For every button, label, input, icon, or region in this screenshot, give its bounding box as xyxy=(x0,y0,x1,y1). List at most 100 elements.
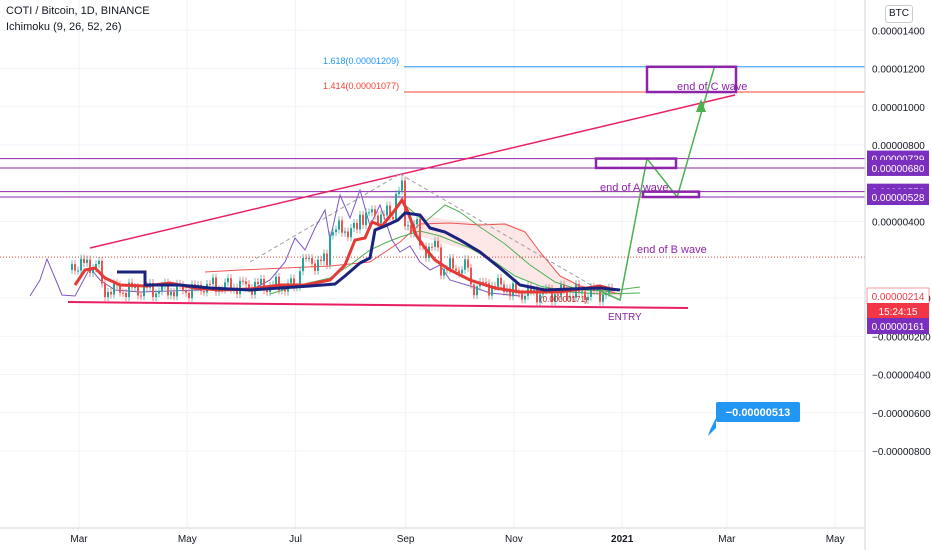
price-badge-label: 0.00000214 xyxy=(872,292,925,303)
candle-body xyxy=(470,267,472,285)
candle-body xyxy=(173,291,175,297)
candle-body xyxy=(74,264,76,271)
candle-body xyxy=(284,288,286,292)
candle-body xyxy=(317,259,319,271)
candle-body xyxy=(599,288,601,302)
candle-body xyxy=(419,219,421,246)
candle-body xyxy=(167,282,169,296)
candle-body xyxy=(107,291,109,298)
time-tick-label: Mar xyxy=(718,534,736,545)
candle-body xyxy=(227,278,229,283)
candle-body xyxy=(113,283,115,295)
candle-body xyxy=(245,281,247,285)
price-tick-label: −0.00000600 xyxy=(872,409,931,420)
candle-body xyxy=(524,295,526,300)
price-tick-label: 0.00000400 xyxy=(872,218,925,229)
candle-body xyxy=(515,283,517,293)
candle-body xyxy=(344,231,346,233)
end-b-label: end of B wave xyxy=(637,244,707,256)
chart-lines xyxy=(0,66,865,309)
indicator-legend[interactable]: Ichimoku (9, 26, 52, 26) xyxy=(6,21,122,33)
candle-body xyxy=(263,278,265,291)
candle-body xyxy=(566,290,568,298)
entry-label: ENTRY xyxy=(608,312,642,323)
candle-body xyxy=(410,225,412,234)
candle-body xyxy=(359,214,361,230)
time-tick-label: 2021 xyxy=(611,534,634,545)
candle-body xyxy=(572,296,574,298)
price-tick-label: −0.00000800 xyxy=(872,447,931,458)
candle-body xyxy=(224,282,226,290)
price-axis[interactable]: 0.000016000.000014000.000012000.00001000… xyxy=(864,0,931,550)
candle-body xyxy=(554,294,556,302)
price-tick-label: −0.00000400 xyxy=(872,371,931,382)
candle-body xyxy=(188,292,190,299)
time-axis[interactable]: Mar May Jul Sep Nov 2021 Mar May xyxy=(0,527,865,545)
candle-body xyxy=(452,258,454,269)
candle-body xyxy=(338,220,340,230)
price-badge xyxy=(867,318,929,334)
candle-body xyxy=(305,258,307,260)
wave-arrowhead xyxy=(696,99,706,112)
time-tick-label: May xyxy=(826,534,845,545)
candle-body xyxy=(242,280,244,282)
candle-body xyxy=(266,290,268,293)
price-tick-label: 0.00001000 xyxy=(872,103,925,114)
candle-body xyxy=(332,232,334,236)
time-tick-label: May xyxy=(178,534,197,545)
candle-body xyxy=(86,259,88,263)
annotations: 1.618(0.00001209) 1.414(0.00001077) end of… xyxy=(323,56,800,436)
candle-body xyxy=(80,258,82,271)
candle-body xyxy=(455,268,457,271)
candle-body xyxy=(539,294,541,303)
fib-1414-label: 1.414(0.00001077) xyxy=(323,81,399,91)
candle-body xyxy=(350,228,352,238)
candle-body xyxy=(584,291,586,301)
candle-body xyxy=(347,231,349,238)
candle-body xyxy=(110,291,112,295)
candle-body xyxy=(209,283,211,285)
candle-body xyxy=(92,268,94,273)
low-price-label: (0.00000171) xyxy=(540,295,588,304)
candle-body xyxy=(536,289,538,303)
candle-body xyxy=(326,253,328,266)
candle-body xyxy=(275,276,277,285)
candle-body xyxy=(329,235,331,266)
price-badge-label: 15:24:15 xyxy=(879,307,918,318)
candle-body xyxy=(353,223,355,229)
candle-body xyxy=(230,278,232,290)
price-badge-label: 0.00000528 xyxy=(872,193,925,204)
candle-body xyxy=(464,259,466,270)
candle-body xyxy=(251,288,253,295)
candle-body xyxy=(377,215,379,224)
candle-body xyxy=(473,284,475,296)
candle-body xyxy=(458,270,460,274)
end-a-box xyxy=(594,157,678,170)
candle-body xyxy=(488,283,490,296)
candle-body xyxy=(140,295,142,297)
chart-title: COTI / Bitcoin, 1D, BINANCE xyxy=(6,5,150,17)
candle-body xyxy=(290,278,292,284)
candle-body xyxy=(281,288,283,291)
candle-body xyxy=(434,240,436,247)
candle-body xyxy=(443,269,445,276)
candle-body xyxy=(71,264,73,270)
candle-body xyxy=(119,285,121,293)
candle-body xyxy=(374,209,376,216)
candle-body xyxy=(314,263,316,271)
lagging-span xyxy=(29,188,521,297)
cursor-value-badge xyxy=(716,402,800,422)
candle-body xyxy=(191,284,193,299)
price-tick-label: 0.00001200 xyxy=(872,65,925,76)
candle-body xyxy=(83,258,85,263)
candle-body xyxy=(416,219,418,225)
currency-button[interactable]: BTC xyxy=(885,5,913,23)
price-badge-label: 0.00000680 xyxy=(872,164,925,175)
price-badge-label: 0.00000161 xyxy=(872,322,925,333)
candle-body xyxy=(98,260,100,265)
candle-body xyxy=(587,296,589,301)
candle-body xyxy=(602,295,604,302)
time-tick-label: Nov xyxy=(505,534,523,545)
candle-body xyxy=(398,190,400,195)
